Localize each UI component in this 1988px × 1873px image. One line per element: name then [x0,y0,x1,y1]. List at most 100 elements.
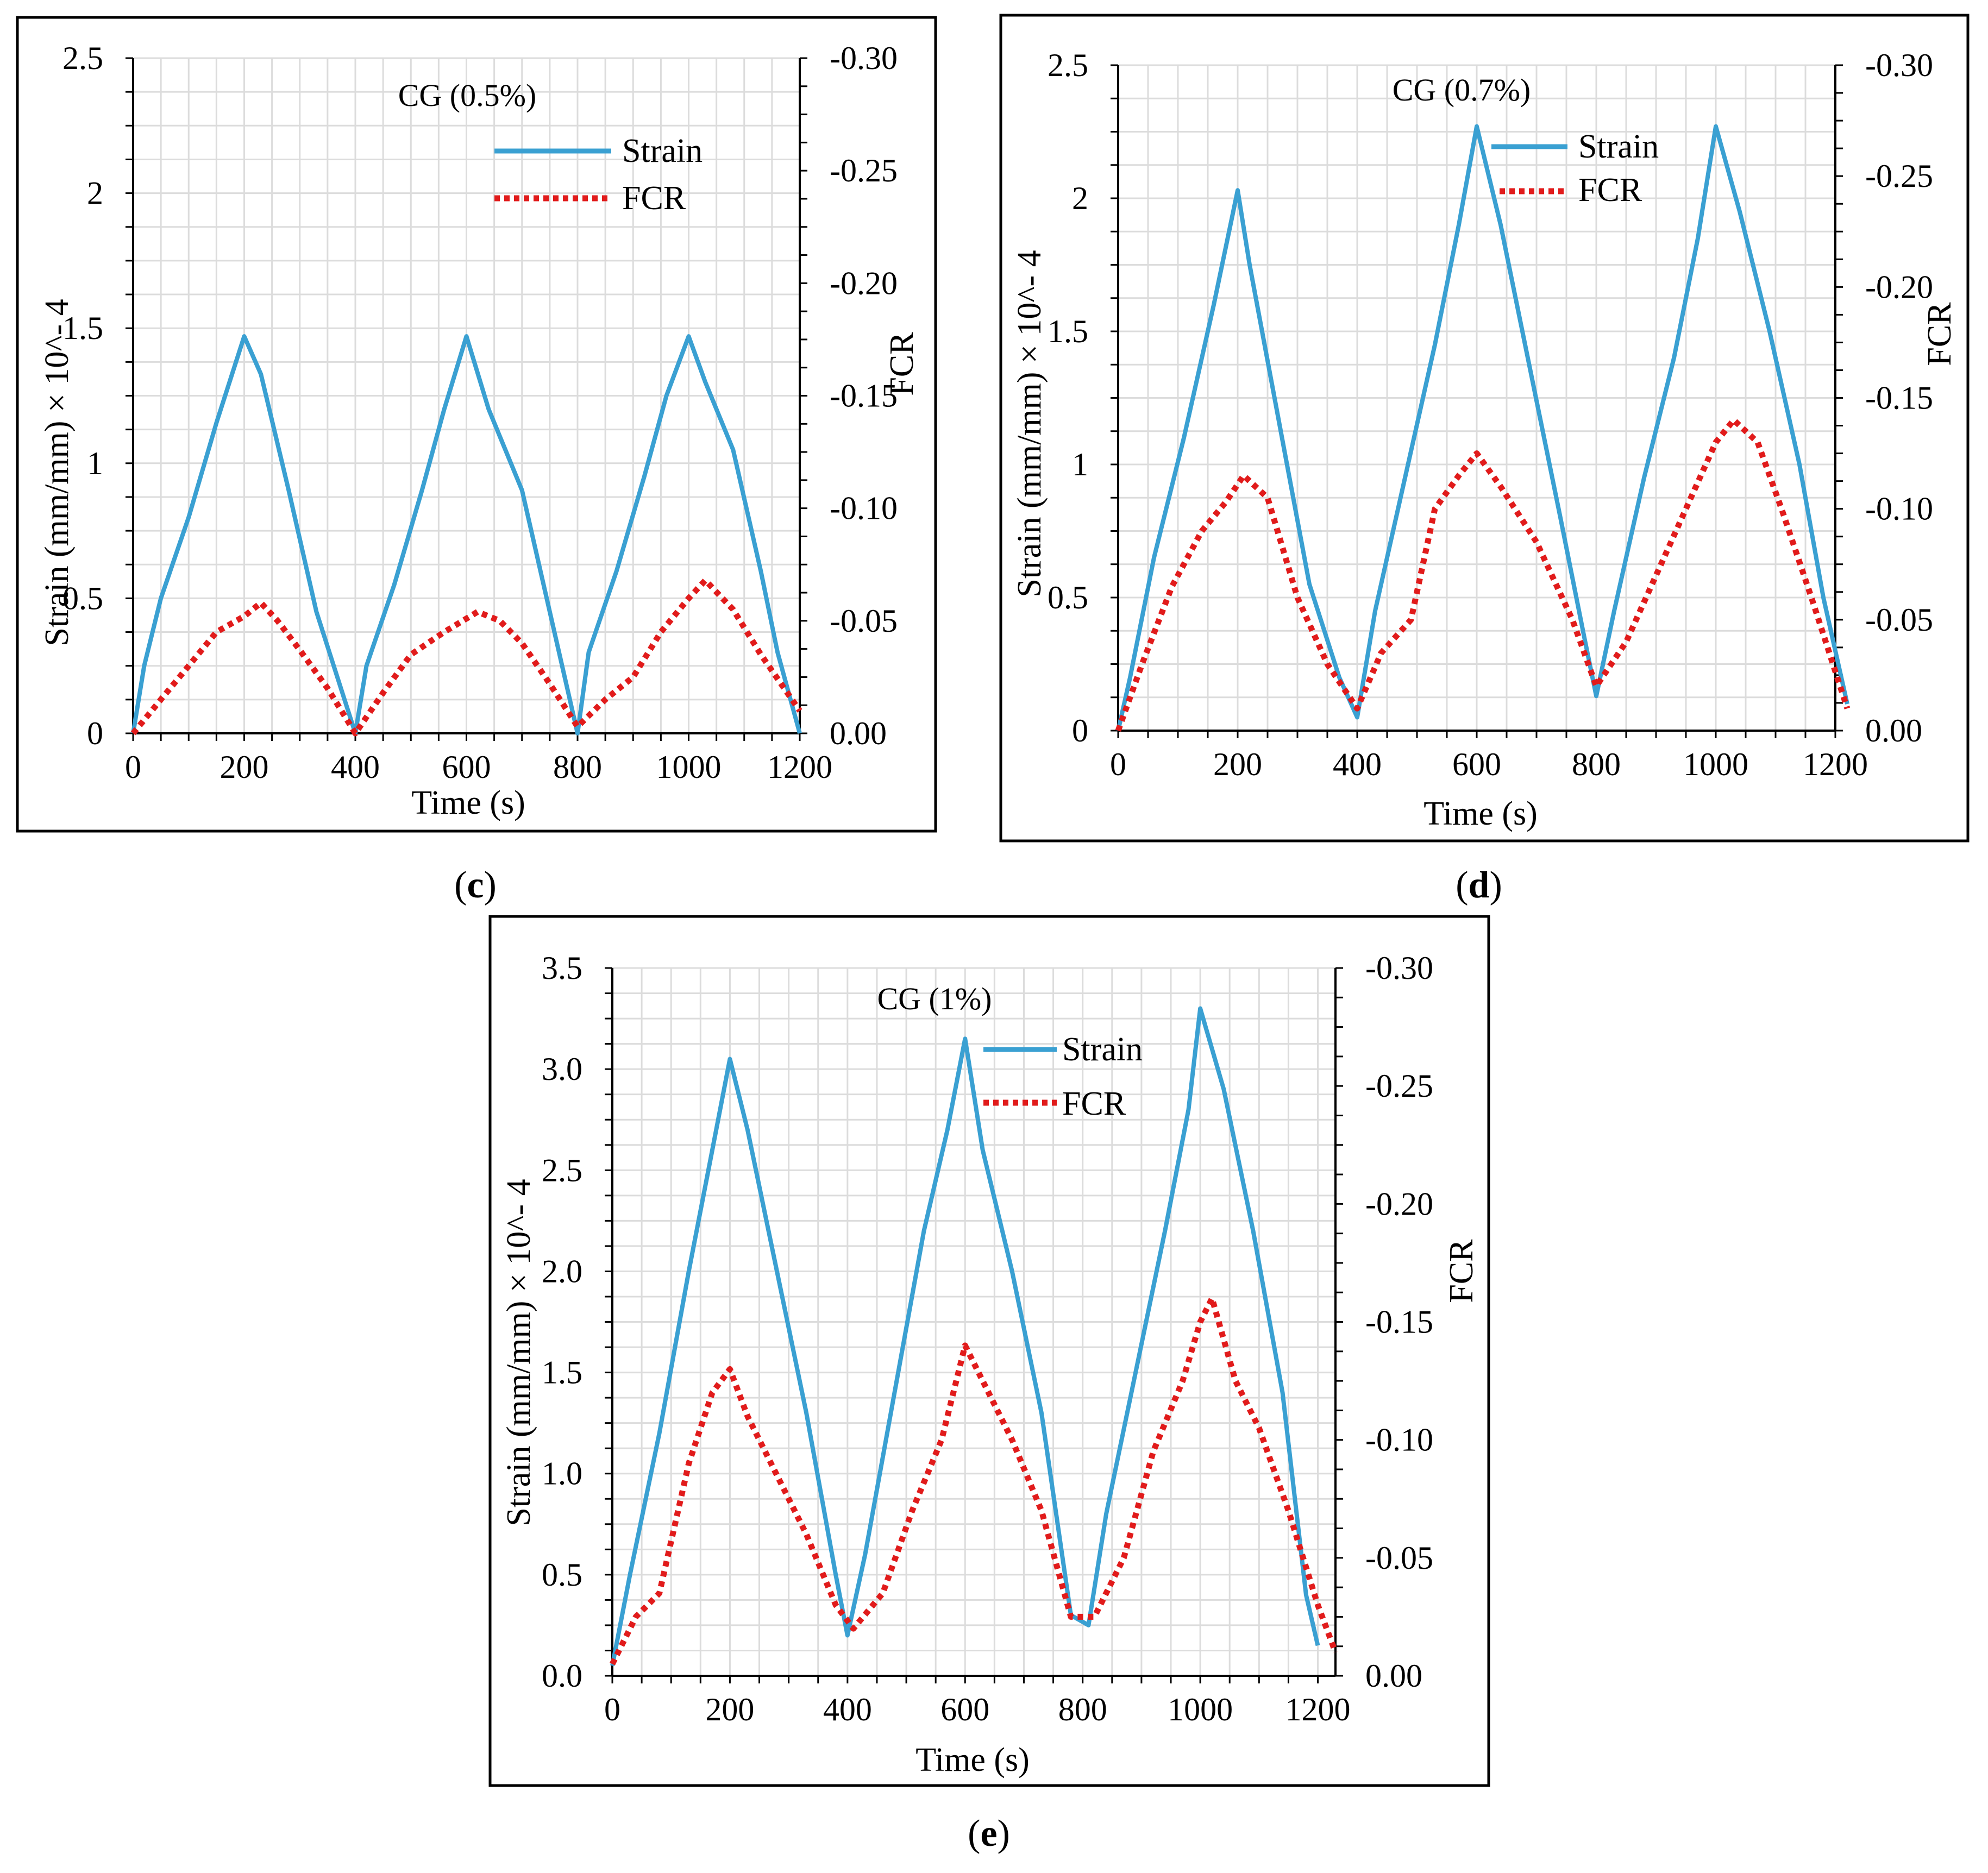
c-y2-tick-label: -0.30 [830,40,898,76]
e-y-tick-label: 2.0 [542,1253,582,1289]
e-x-tick-label: 800 [1058,1692,1107,1727]
panel-label-e: (e) [968,1813,1010,1855]
c-y-tick-label: 0 [87,715,103,751]
e-y-tick-label: 3.5 [542,950,582,986]
c-y-tick-label: 2.5 [62,40,103,76]
d-x-tick-label: 800 [1572,746,1621,782]
chart-panel-e: 0 200 400 600 800 1000 1200 0.0 0.5 1.0 1.5 2.0 2.5 3… [488,915,1490,1787]
chart-panel-c: 0 200 400 600 800 1000 1200 0 0.5 1 1.5 2 2.5 0.00 -0.… [16,16,937,833]
panel-d-legend-strain-label: Strain [1578,128,1659,165]
e-x-tick-label: 600 [940,1692,989,1727]
panel-c-legend-fcr-label: FCR [622,180,686,217]
panel-c-legend: Strain FCR [494,133,703,217]
panel-c-frame [16,16,937,833]
c-x-tick-label: 1000 [656,749,722,785]
panel-c-chart-title: CG (0.5%) [398,78,537,113]
d-y-tick-label: 0 [1072,713,1088,749]
c-y2-tick-label: -0.25 [830,153,898,188]
e-y-tick-label: 2.5 [542,1152,582,1188]
panel-c-x-axis-title: Time (s) [411,784,525,821]
e-x-tick-label: 0 [604,1692,620,1727]
d-y2-tick-label: -0.05 [1865,602,1933,638]
e-y-tick-label: 1.0 [542,1456,582,1492]
panel-c-series [130,334,802,737]
panel-label-e-letter: e [980,1813,997,1855]
panel-e-frame [488,915,1490,1787]
e-y2-tick-label: -0.05 [1365,1540,1433,1576]
panel-label-d: (d) [1456,864,1502,906]
e-y-tick-label: 1.5 [542,1355,582,1391]
panel-d-x-axis-title: Time (s) [1423,795,1538,832]
d-y2-tick-label: 0.00 [1865,713,1922,749]
panel-d-series [1115,124,1851,732]
e-y2-tick-label: -0.25 [1365,1068,1433,1104]
c-x-tick-label: 0 [125,749,141,785]
panel-e-chart-title: CG (1%) [877,981,992,1016]
panel-c-axes: 0 200 400 600 800 1000 1200 0 0.5 1 1.5 2 2.5 0.00 -0.… [62,40,898,785]
e-y2-tick-label: -0.20 [1365,1186,1433,1222]
d-x-tick-label: 1200 [1803,746,1868,782]
d-series-strain-line [1116,124,1849,731]
panel-d-legend-fcr-label: FCR [1578,172,1642,209]
panel-c-y2-axis-title: FCR [883,332,920,396]
d-x-tick-label: 600 [1452,746,1501,782]
panel-e-x-axis-title: Time (s) [915,1742,1030,1778]
panel-c-y-axis-title: Strain (mm/mm) × 10^- 4 [39,299,76,646]
c-series-fcr-line [130,577,802,737]
e-y2-tick-label: 0.00 [1365,1658,1422,1694]
d-y2-tick-label: -0.25 [1865,158,1933,194]
panel-c-legend-strain-label: Strain [622,133,703,169]
d-y-tick-label: 2 [1072,180,1088,216]
panel-label-d-letter: d [1469,864,1490,906]
e-y-tick-label: 3.0 [542,1051,582,1087]
c-x-tick-label: 800 [553,749,602,785]
d-y-tick-label: 0.5 [1048,580,1088,615]
d-x-tick-label: 200 [1213,746,1262,782]
d-x-tick-label: 1000 [1683,746,1748,782]
c-y2-tick-label: -0.20 [830,265,898,301]
panel-e-legend-fcr-label: FCR [1062,1085,1126,1122]
d-y2-tick-label: -0.20 [1865,269,1933,305]
panel-d-y2-axis-title: FCR [1921,302,1958,366]
panel-d-axes: 0 200 400 600 800 1000 1200 0 0.5 1 1.5 2 2.5 0.00 -0.… [1048,47,1933,782]
panel-e-legend-strain-label: Strain [1062,1031,1143,1068]
panel-d-y-axis-title: Strain (mm/mm) × 10^- 4 [1011,250,1048,597]
panel-e-y2-axis-title: FCR [1443,1239,1480,1303]
c-series-strain-line [131,334,802,736]
d-y-tick-label: 2.5 [1048,47,1088,83]
e-y2-tick-label: -0.10 [1365,1422,1433,1458]
d-x-tick-label: 0 [1110,746,1126,782]
panel-d-chart-title: CG (0.7%) [1393,72,1531,108]
panel-label-c-letter: c [467,864,484,906]
c-y-tick-label: 1.5 [62,310,103,346]
panel-d-frame [999,14,1970,843]
c-y2-tick-label: -0.05 [830,603,898,639]
d-y2-tick-label: -0.30 [1865,47,1933,83]
e-y-tick-label: 0.0 [542,1658,582,1694]
e-x-tick-label: 400 [823,1692,872,1727]
e-series-fcr-line [610,1295,1339,1665]
e-x-tick-label: 1200 [1285,1692,1351,1727]
c-x-tick-label: 600 [442,749,491,785]
d-series-fcr-line [1115,417,1851,732]
c-y-tick-label: 2 [87,175,103,211]
c-x-tick-label: 200 [220,749,269,785]
c-y-tick-label: 1 [87,445,103,481]
c-x-tick-label: 400 [331,749,380,785]
e-x-tick-label: 200 [705,1692,754,1727]
d-y2-tick-label: -0.15 [1865,380,1933,416]
c-y2-tick-label: -0.15 [830,378,898,414]
d-x-tick-label: 400 [1333,746,1382,782]
panel-e-y-axis-title: Strain (mm/mm) × 10^- 4 [500,1179,537,1526]
e-x-tick-label: 1000 [1168,1692,1233,1727]
panel-label-c: (c) [454,864,497,906]
panel-e-grid [611,967,1335,1677]
e-y2-tick-label: -0.30 [1365,950,1433,986]
chart-panel-d: 0 200 400 600 800 1000 1200 0 0.5 1 1.5 2 2.5 0.00 -0.… [999,14,1970,843]
panel-d-grid [1117,64,1836,732]
e-series-strain-line [610,1006,1320,1667]
c-y-tick-label: 0.5 [62,580,103,616]
c-y2-tick-label: -0.10 [830,491,898,526]
e-y2-tick-label: -0.15 [1365,1304,1433,1340]
